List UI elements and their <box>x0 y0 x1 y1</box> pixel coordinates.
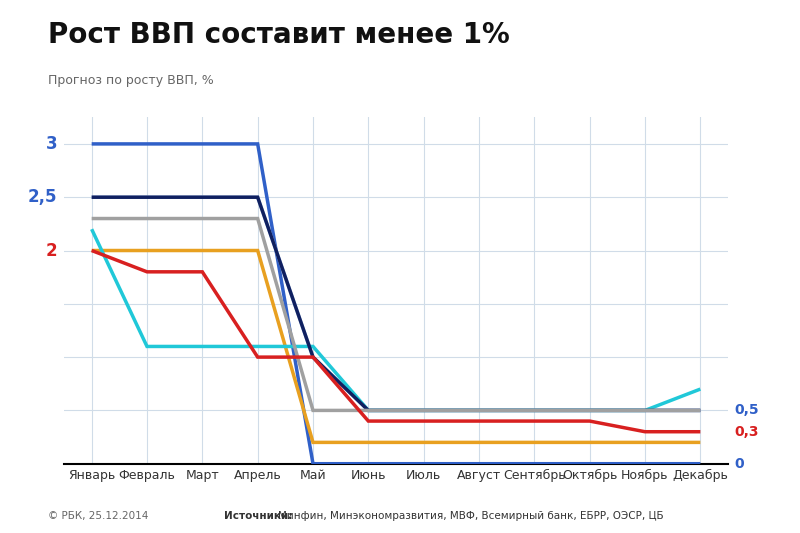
Text: 0,3: 0,3 <box>734 425 759 439</box>
Text: Источники:: Источники: <box>224 511 296 521</box>
Text: © РБК, 25.12.2014: © РБК, 25.12.2014 <box>48 511 148 521</box>
Text: Прогноз по росту ВВП, %: Прогноз по росту ВВП, % <box>48 74 214 86</box>
Text: Минфин, Минэкономразвития, МВФ, Всемирный банк, ЕБРР, ОЭСР, ЦБ: Минфин, Минэкономразвития, МВФ, Всемирны… <box>278 511 664 521</box>
Text: 0,5: 0,5 <box>734 403 759 417</box>
Text: 2: 2 <box>46 241 58 260</box>
Text: 3: 3 <box>46 135 58 153</box>
Legend: Минфин, Минэкономразвития, МВФ, Всемирный банк, ЕБРР, ОЭСР, ЦБ: Минфин, Минэкономразвития, МВФ, Всемирны… <box>57 0 658 1</box>
Text: Рост ВВП составит менее 1%: Рост ВВП составит менее 1% <box>48 21 510 50</box>
Text: 0: 0 <box>734 457 744 471</box>
Text: 2,5: 2,5 <box>28 188 58 206</box>
